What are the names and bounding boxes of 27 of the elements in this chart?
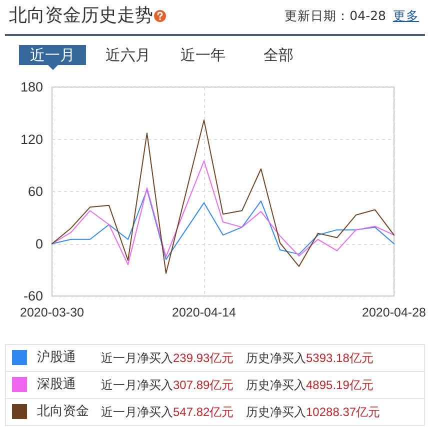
legend-label: 沪股通: [37, 349, 76, 367]
chart-title: 北向资金历史走势: [9, 5, 153, 27]
text: 历史净买入10288.37亿元: [246, 405, 380, 419]
legend-label: 北向资金: [37, 403, 89, 421]
text: 近六月: [104, 45, 152, 65]
line-series: [52, 160, 394, 266]
y-tick-label: 120: [20, 132, 43, 147]
text: 历史净买入4895.19亿元: [246, 378, 374, 392]
y-tick-label: 180: [20, 80, 43, 94]
text: 更多: [393, 8, 419, 24]
line-series: [52, 189, 394, 260]
y-tick-label: 0: [35, 236, 43, 252]
line-series: [52, 120, 394, 274]
x-tick-label: 2020-03-30: [20, 306, 84, 320]
text: 近一月净买入547.82亿元: [101, 405, 234, 419]
y-tick-label: 60: [28, 184, 43, 199]
y-tick-label: -60: [23, 288, 43, 304]
text: 近一年: [180, 45, 227, 65]
text: 全部: [262, 45, 294, 65]
text: 近一月净买入239.93亿元: [101, 351, 234, 365]
x-tick-label: 2020-04-28: [362, 306, 426, 320]
text: 历史净买入5393.18亿元: [246, 351, 374, 365]
selected-tab: 近一月: [19, 45, 86, 65]
chart-subtitle: 更新日期：04-28: [284, 8, 386, 24]
x-tick-label: 2020-04-14: [172, 306, 236, 320]
legend-label: 深股通: [37, 376, 76, 394]
text: 近一月净买入307.89亿元: [101, 378, 234, 392]
